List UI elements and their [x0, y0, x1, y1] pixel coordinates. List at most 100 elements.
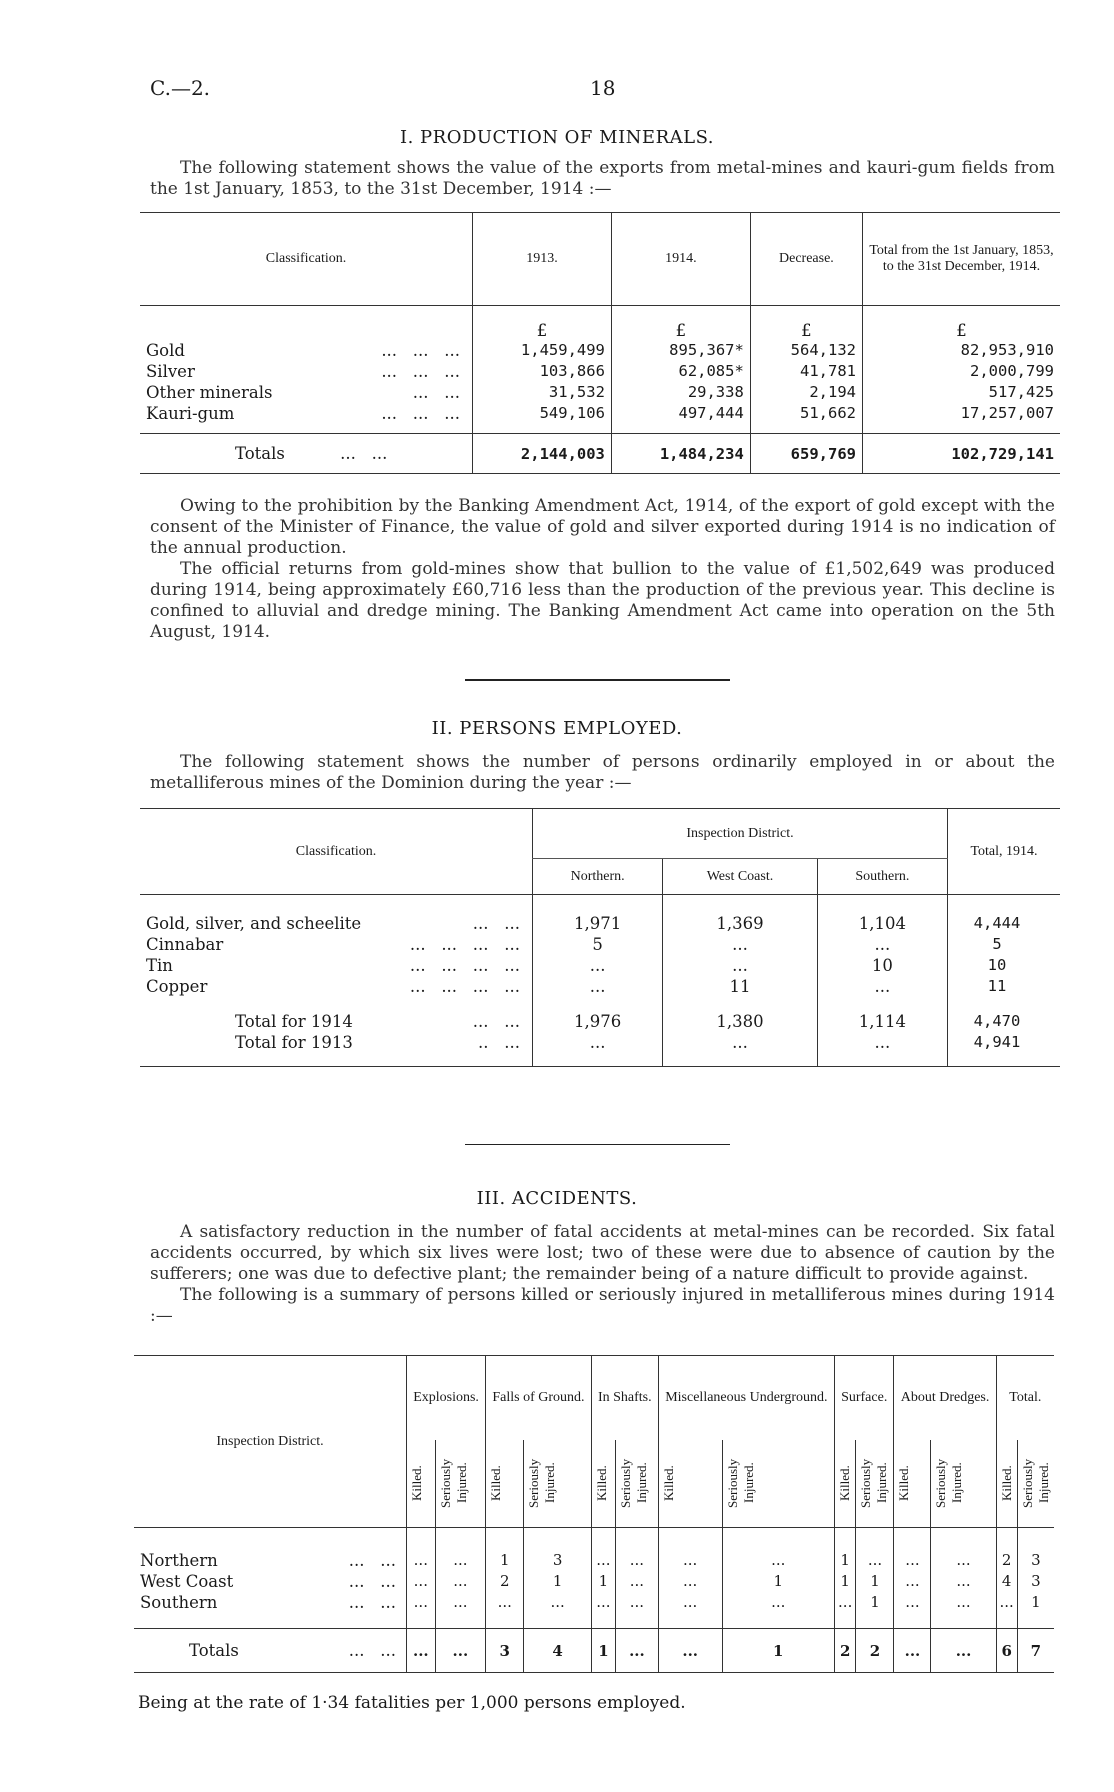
table-row: Gold, silver, and scheelite... ... 1,971 1…: [140, 912, 1060, 934]
value-cell: ...: [893, 1591, 931, 1613]
value-cell: 1: [721, 1628, 835, 1673]
value-cell: ...: [893, 1549, 931, 1571]
page-number: 18: [590, 76, 616, 100]
section-divider: [465, 679, 730, 681]
intro-text: The following statement shows the value …: [150, 158, 1055, 199]
col-sub: Seriously Injured.: [434, 1439, 486, 1528]
value-cell: ...: [485, 1591, 524, 1613]
total-1914: 1,484,234: [610, 433, 751, 474]
value-cell: ...: [930, 1628, 997, 1673]
row-label: Gold, silver, and scheelite: [146, 913, 362, 933]
value-cell: ...: [657, 1628, 723, 1673]
col-southern: Southern.: [816, 858, 948, 895]
unit: £: [862, 305, 1060, 340]
value-cell: 3: [1016, 1570, 1054, 1592]
total-cumulative: 102,729,141: [862, 433, 1060, 474]
col-total: Total from the 1st January, 1853, to the…: [862, 212, 1060, 306]
row-label: Cinnabar: [146, 934, 224, 954]
value-cell: ...: [434, 1591, 486, 1613]
value-cell: ...: [590, 1591, 616, 1613]
document-code: C.—2.: [150, 76, 211, 100]
col-group: In Shafts.: [590, 1355, 659, 1440]
value-cell: 1,971: [531, 912, 663, 934]
value-cell: ...: [657, 1570, 723, 1592]
col-seriously-injured: Seriously Injured.: [526, 1458, 558, 1508]
leader-dots: ... ...: [348, 1641, 396, 1660]
col-killed: Killed.: [593, 1465, 609, 1502]
value-cell: ...: [816, 975, 948, 997]
value-cell: ...: [406, 1591, 436, 1613]
value-cell: 103,866: [472, 360, 612, 382]
leader-dots: ... ... ...: [381, 361, 460, 381]
table-row: Total for 1914 ... ... 1,976 1,380 1,114 4,47…: [140, 1010, 1060, 1032]
footer-note: Being at the rate of 1·34 fatalities per…: [138, 1693, 686, 1713]
row-label-cell: Silver ... ... ...: [140, 361, 473, 382]
value-cell: 1: [1016, 1591, 1054, 1613]
value-cell: ...: [434, 1549, 486, 1571]
table-row: Kauri-gum ... ... ... 549,106 497,444 51,662…: [140, 402, 1060, 424]
col-seriously-injured: Seriously Injured.: [437, 1458, 469, 1508]
table-row: Tin... ... ... ......... 10 10: [140, 954, 1060, 976]
value-cell: 1: [523, 1570, 592, 1592]
col-killed: Killed.: [409, 1465, 424, 1502]
section-1-title: I. PRODUCTION OF MINERALS.: [399, 127, 714, 148]
row-label: Tin: [146, 955, 173, 975]
row-label: Other minerals: [146, 382, 273, 402]
value-cell: 564,132: [749, 339, 863, 361]
col-sub: Killed.: [590, 1439, 616, 1528]
value-cell: 2: [855, 1628, 894, 1673]
total-decrease: 659,769: [749, 433, 863, 474]
value-cell: 11: [662, 975, 818, 997]
col-group: Explosions.: [405, 1355, 486, 1440]
value-cell: ...: [406, 1628, 436, 1673]
value-cell: ...: [406, 1549, 436, 1571]
col-seriously-injured: Seriously Injured.: [724, 1458, 756, 1508]
accidents-table: Inspection District. Explosions. Falls of…: [134, 1355, 1054, 1673]
table-row: Copper... ... ... ...... 11... 11: [140, 975, 1060, 997]
value-cell: 4: [523, 1628, 592, 1673]
value-cell: 2: [833, 1628, 856, 1673]
col-killed: Killed.: [998, 1465, 1014, 1502]
value-cell: 1,369: [662, 912, 818, 934]
unit: £: [610, 305, 751, 340]
value-cell: 82,953,910: [862, 339, 1060, 361]
value-cell: 895,367*: [610, 339, 751, 361]
value-cell: 41,781: [749, 360, 863, 382]
leader-dots: ... ... ... ...: [409, 976, 520, 996]
row-label-cell: Total for 1913 .. ...: [140, 1032, 533, 1053]
value-cell: ...: [434, 1628, 486, 1673]
value-cell: ...: [855, 1549, 894, 1571]
note-paragraph: The official returns from gold-mines sho…: [150, 559, 1055, 642]
col-total: Total, 1914.: [947, 808, 1060, 895]
leader-dots: ... ... ...: [381, 403, 460, 423]
minerals-table: Classification. 1913. 1914. Decrease. To…: [140, 212, 1060, 474]
section-3-title: III. ACCIDENTS.: [476, 1188, 638, 1209]
col-killed: Killed.: [836, 1465, 852, 1502]
value-cell: ...: [590, 1549, 616, 1571]
col-killed: Killed.: [896, 1465, 912, 1502]
value-cell: 3: [485, 1628, 524, 1673]
row-label-cell: Copper ... ... ... ...: [140, 976, 533, 997]
leader-dots: .. ...: [478, 1032, 520, 1052]
leader-dots: ... ...: [472, 1011, 520, 1031]
total-1913: 2,144,003: [472, 433, 612, 474]
unit: £: [749, 305, 863, 340]
value-cell: ...: [615, 1570, 659, 1592]
value-cell: ...: [434, 1570, 486, 1592]
value-cell: ...: [662, 954, 818, 976]
totals-row: Totals... ......... 3 4 1...... 1 2 2...... 6 7: [134, 1628, 1054, 1673]
value-cell: ...: [816, 1031, 948, 1053]
value-cell: ...: [615, 1549, 659, 1571]
col-killed: Killed.: [660, 1465, 676, 1502]
value-cell: 517,425: [862, 381, 1060, 403]
col-group: Falls of Ground.: [485, 1355, 592, 1440]
col-group-district: Inspection District.: [532, 808, 948, 859]
value-cell: 62,085*: [610, 360, 751, 382]
col-sub: Seriously Injured.: [615, 1439, 659, 1528]
value-cell: 4,444: [947, 912, 1060, 934]
col-sub: Killed.: [485, 1439, 524, 1528]
value-cell: 1: [833, 1570, 856, 1592]
value-cell: 6: [995, 1628, 1018, 1673]
value-cell: 29,338: [610, 381, 751, 403]
